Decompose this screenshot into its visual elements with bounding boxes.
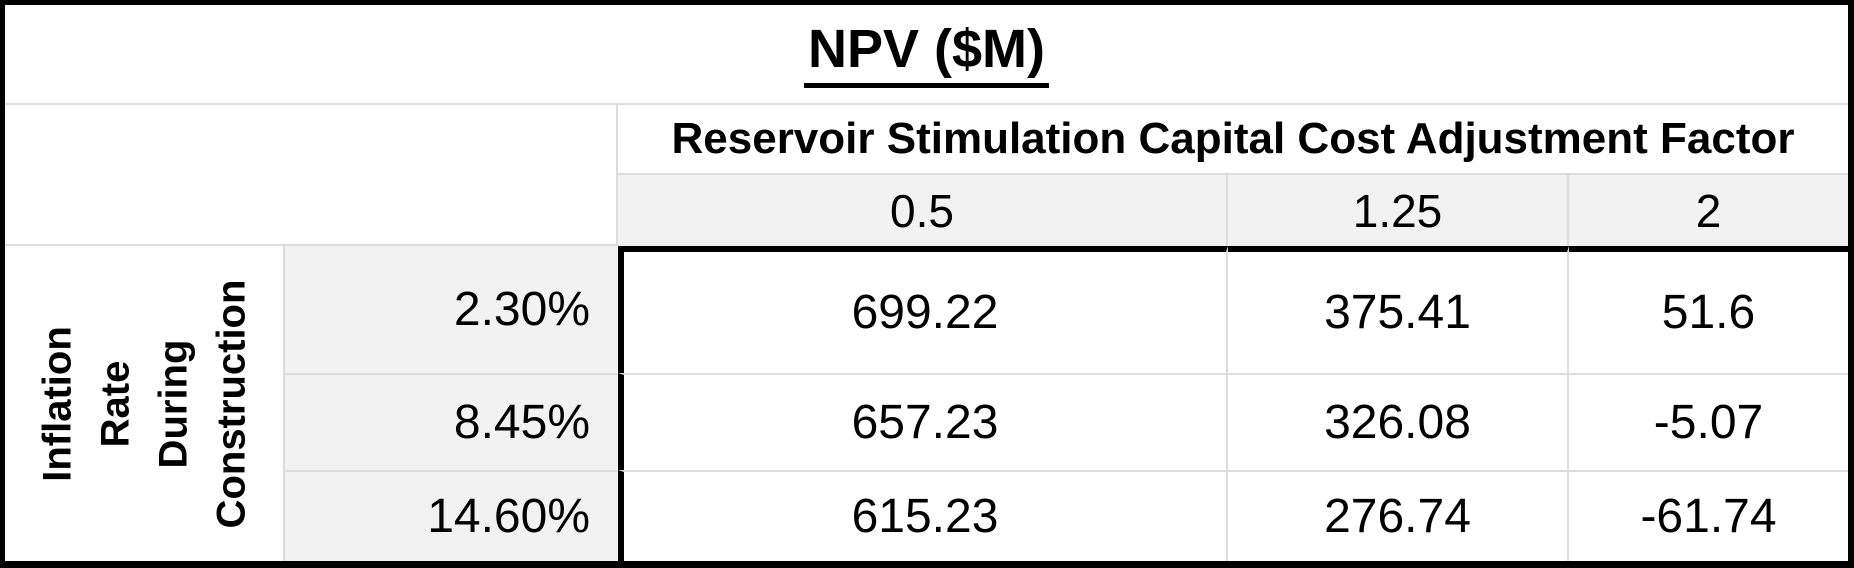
npv-cell-r0-c1: 375.41 bbox=[1228, 246, 1569, 373]
npv-cell-r2-c2: -61.74 bbox=[1569, 470, 1848, 561]
factor-value-cell-0: 0.5 bbox=[618, 175, 1228, 246]
factor-header-label: Reservoir Stimulation Capital Cost Adjus… bbox=[671, 114, 1795, 163]
factor-value-cell-1: 1.25 bbox=[1228, 175, 1569, 246]
npv-cell-r2-c0: 615.23 bbox=[618, 470, 1228, 561]
npv-cell-r1-c0: 657.23 bbox=[618, 373, 1228, 470]
row-axis-label: Inflation Rate During Construction bbox=[35, 279, 253, 528]
empty-corner-cell bbox=[5, 105, 618, 246]
npv-cell-r2-c1: 276.74 bbox=[1228, 470, 1569, 561]
npv-cell-r1-c1: 326.08 bbox=[1228, 373, 1569, 470]
inflation-value-cell-1: 8.45% bbox=[285, 373, 618, 470]
inflation-value-cell-0: 2.30% bbox=[285, 246, 618, 373]
table-title: NPV ($M) bbox=[803, 19, 1049, 89]
row-axis-label-cell: Inflation Rate During Construction bbox=[5, 246, 285, 561]
table-title-cell: NPV ($M) bbox=[5, 5, 1848, 105]
factor-header-cell: Reservoir Stimulation Capital Cost Adjus… bbox=[618, 105, 1848, 175]
npv-cell-r1-c2: -5.07 bbox=[1569, 373, 1848, 470]
npv-cell-r0-c2: 51.6 bbox=[1569, 246, 1848, 373]
factor-value-cell-2: 2 bbox=[1569, 175, 1848, 246]
inflation-value-cell-2: 14.60% bbox=[285, 470, 618, 561]
npv-cell-r0-c0: 699.22 bbox=[618, 246, 1228, 373]
table-grid: NPV ($M) Reservoir Stimulation Capital C… bbox=[5, 5, 1848, 561]
